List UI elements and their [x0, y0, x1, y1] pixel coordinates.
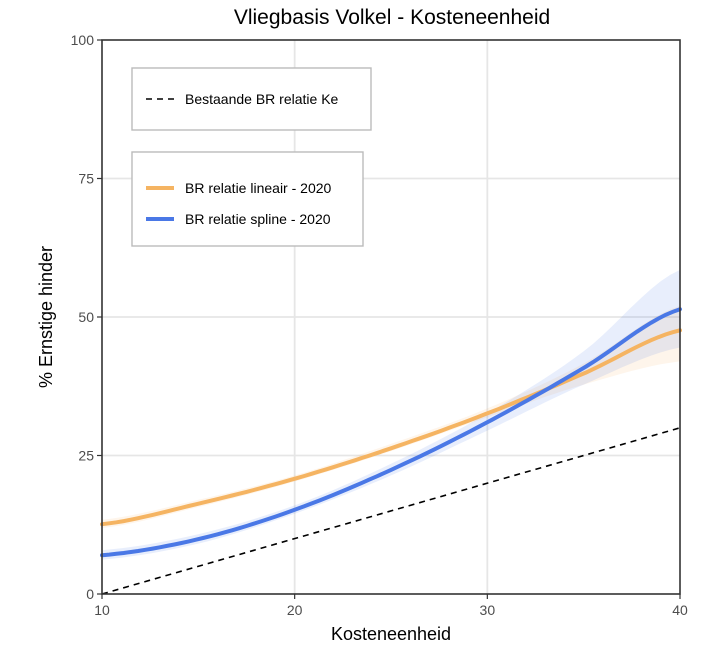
y-tick-label: 0: [86, 586, 94, 602]
y-tick-label: 50: [78, 309, 94, 325]
x-tick-label: 10: [94, 602, 110, 618]
y-tick-label: 75: [78, 171, 94, 187]
y-tick-label: 100: [71, 32, 95, 48]
x-axis-label: Kosteneenheid: [331, 624, 451, 644]
x-tick-label: 40: [672, 602, 688, 618]
confidence-band: [102, 269, 680, 560]
legend-label: Bestaande BR relatie Ke: [185, 91, 339, 107]
x-tick-label: 30: [480, 602, 496, 618]
x-tick-label: 20: [287, 602, 303, 618]
y-axis-label: % Ernstige hinder: [36, 246, 56, 388]
series-line-dashed: [101, 427, 681, 595]
y-tick-label: 25: [78, 448, 94, 464]
axis-ticks: 10 20 30 40 0 25 50 75 100: [71, 32, 688, 618]
confidence-band: [102, 305, 680, 529]
series-lines: [100, 307, 682, 595]
legend-label: BR relatie lineair - 2020: [185, 180, 332, 196]
confidence-bands: [102, 269, 680, 560]
series-line: [100, 328, 682, 527]
legend: Bestaande BR relatie Ke BR relatie lineai…: [131, 67, 372, 247]
chart-title: Vliegbasis Volkel - Kosteneenheid: [234, 6, 550, 29]
legend-label: BR relatie spline - 2020: [185, 211, 331, 227]
legend-box: [131, 151, 364, 247]
series-line: [100, 307, 682, 558]
